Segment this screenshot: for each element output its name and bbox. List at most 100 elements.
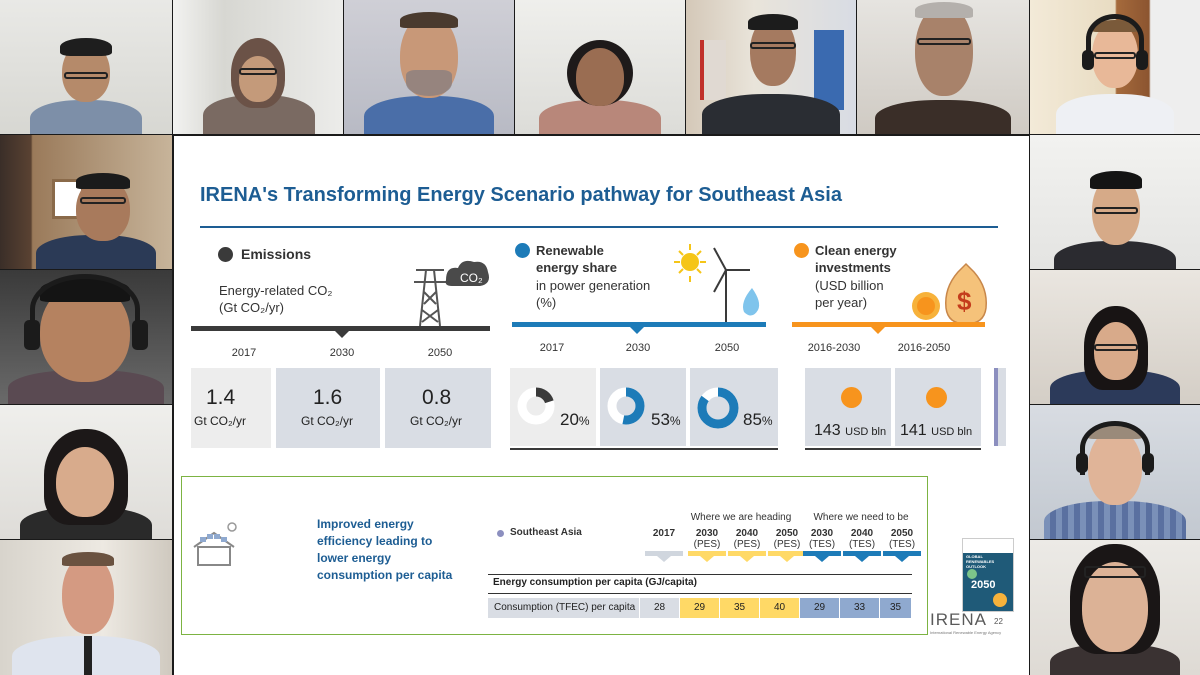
investments-bar-pointer — [871, 327, 885, 334]
emissions-year-2050: 2050 — [427, 347, 453, 359]
participant-tile-1[interactable] — [0, 0, 172, 134]
participant-tile-3[interactable] — [344, 0, 514, 134]
col-pes-0: 2030 (PES) — [688, 528, 726, 550]
emissions-box-2030 — [276, 368, 380, 448]
renewable-heading-line1: Renewable — [536, 243, 604, 258]
renewable-donut-2030 — [607, 387, 645, 425]
investments-sub-line1: (USD billion — [815, 278, 884, 293]
emissions-bar-pointer — [335, 331, 349, 338]
col-tes-0-scenario: (TES) — [808, 539, 836, 550]
participant-tile-12[interactable] — [1030, 135, 1200, 269]
investments-unit-2030: USD bln — [845, 426, 887, 438]
investments-number-2050: 141 — [900, 422, 927, 439]
renewable-year-2050: 2050 — [714, 342, 740, 354]
col-tes-1-pointer — [855, 556, 869, 562]
col-pes-2-marker — [768, 551, 806, 556]
co2-icon-text: CO₂ — [460, 271, 483, 285]
efficiency-line1: Improved energy — [317, 517, 414, 531]
col-pes-1-scenario: (PES) — [733, 539, 761, 550]
emissions-year-2017: 2017 — [231, 347, 257, 359]
renewable-unit-2050: % — [761, 414, 773, 428]
col-tes-2-year: 2050 — [890, 528, 914, 539]
renewable-baseline — [510, 448, 778, 450]
col-tes-0-pointer — [815, 556, 829, 562]
renewable-bar — [512, 322, 766, 327]
col-tes-2-pointer — [895, 556, 909, 562]
col-tes-2-scenario: (TES) — [888, 539, 916, 550]
donut-share-arc — [517, 387, 555, 425]
emissions-unit-2030: Gt CO₂/yr — [301, 414, 353, 428]
investments-value-2050: 141 USD bln — [900, 422, 972, 440]
col-pes-2-scenario: (PES) — [773, 539, 801, 550]
renewable-donut-2017 — [517, 387, 555, 425]
emissions-subtitle-line1: Energy-related CO₂ — [219, 283, 333, 298]
renewable-unit-2017: % — [578, 414, 590, 428]
shared-slide: IRENA's Transforming Energy Scenario pat… — [174, 136, 1029, 675]
table-cell: 29 — [800, 598, 840, 618]
emissions-value-2030: 1.6 — [313, 386, 343, 409]
renewable-value-2017: 20% — [560, 410, 590, 430]
col-tes-1-marker — [843, 551, 881, 556]
emissions-value-2050: 0.8 — [422, 386, 452, 409]
participant-tile-6[interactable] — [857, 0, 1029, 134]
renewable-sub-line2: (%) — [536, 295, 557, 310]
efficiency-line2: efficiency leading to — [317, 534, 433, 548]
table-title-rule — [488, 574, 912, 575]
participant-tile-11[interactable] — [0, 540, 172, 675]
participant-tile-14[interactable] — [1030, 405, 1200, 539]
tes-heading: Where we need to be — [813, 512, 909, 523]
outlook-book: GLOBAL RENEWABLES OUTLOOK 2050 — [962, 538, 1014, 612]
emissions-year-2030: 2030 — [329, 347, 355, 359]
participant-tile-4[interactable] — [515, 0, 685, 134]
investments-unit-2050: USD bln — [931, 426, 973, 438]
emissions-unit-2017: Gt CO₂/yr — [194, 414, 246, 428]
row-label: Consumption (TFEC) per capita — [488, 598, 640, 618]
participant-tile-9[interactable] — [0, 270, 172, 404]
efficiency-panel — [181, 476, 928, 635]
col-pes-0-scenario: (PES) — [693, 539, 721, 550]
participant-tile-2[interactable] — [173, 0, 343, 134]
participant-tile-13[interactable] — [1030, 270, 1200, 404]
renewable-value-2050: 85% — [743, 410, 773, 430]
money-bag-icon: $ — [912, 262, 987, 325]
renewable-donut-2050 — [697, 387, 739, 429]
participant-tile-5[interactable] — [686, 0, 856, 134]
investments-dot-2050 — [926, 387, 947, 408]
col-tes-1-scenario: (TES) — [848, 539, 876, 550]
table-title: Energy consumption per capita (GJ/capita… — [493, 577, 697, 588]
book-text-2: RENEWABLES — [966, 559, 995, 564]
table-cell: 40 — [760, 598, 800, 618]
col-pes-1-pointer — [740, 556, 754, 562]
investments-period-2050: 2016-2050 — [897, 342, 951, 354]
table-cell: 35 — [880, 598, 912, 618]
renewable-bullet — [515, 243, 530, 258]
emissions-box-2017 — [191, 368, 271, 448]
renewable-year-2017: 2017 — [539, 342, 565, 354]
col-tes-0-year: 2030 — [810, 528, 834, 539]
emissions-bullet — [218, 247, 233, 262]
col-pes-1-year: 2040 — [735, 528, 759, 539]
participant-tile-10[interactable] — [0, 405, 172, 539]
investments-heading-line1: Clean energy — [815, 243, 897, 258]
slide-title: IRENA's Transforming Energy Scenario pat… — [200, 184, 842, 206]
participant-tile-7[interactable] — [1030, 0, 1200, 134]
col-tes-2: 2050 (TES) — [883, 528, 921, 550]
investments-period-2030: 2016-2030 — [807, 342, 861, 354]
sun-wind-water-icon — [674, 244, 760, 324]
renewable-unit-2030: % — [669, 414, 681, 428]
next-panel-edge — [994, 368, 1006, 446]
col-pes-2: 2050 (PES) — [768, 528, 806, 550]
efficiency-line4: consumption per capita — [317, 568, 453, 582]
book-year: 2050 — [971, 579, 996, 591]
investments-bullet — [794, 243, 809, 258]
renewable-number-2017: 20 — [560, 410, 579, 429]
renewable-bar-pointer — [630, 327, 644, 334]
region-label: Southeast Asia — [510, 527, 582, 538]
book-text-3: OUTLOOK — [966, 564, 986, 569]
emissions-bar — [191, 326, 490, 331]
participant-tile-8[interactable] — [0, 135, 172, 269]
col-pes-0-pointer — [700, 556, 714, 562]
efficiency-text: Improved energy efficiency leading to lo… — [317, 516, 467, 584]
participant-tile-15[interactable] — [1030, 540, 1200, 675]
renewable-number-2030: 53 — [651, 410, 670, 429]
